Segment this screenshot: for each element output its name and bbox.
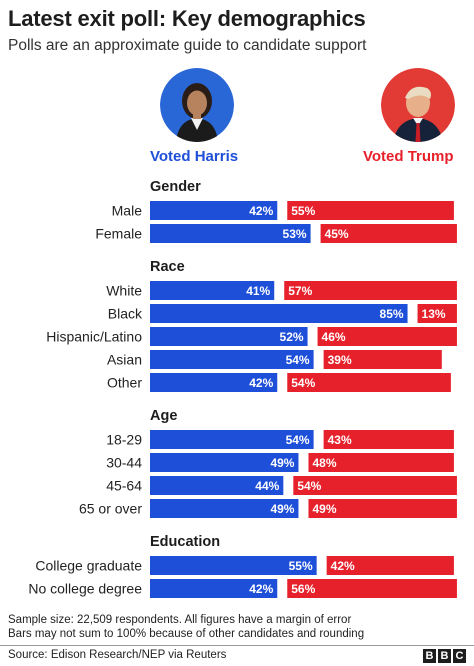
harris-value-label: 42% [249,582,273,596]
trump-portrait [381,68,455,142]
trump-bar [308,453,454,472]
harris-value-label: 49% [270,502,294,516]
group-heading: Gender [150,179,201,195]
group-heading: Age [150,408,177,424]
harris-bar [150,281,275,300]
footer-divider [0,645,474,646]
row-label: Hispanic/Latino [46,329,142,345]
trump-bar [323,350,442,369]
harris-value-label: 53% [283,227,307,241]
trump-bar [308,499,457,518]
trump-bar [293,476,457,495]
harris-bar [150,453,299,472]
harris-value-label: 54% [286,353,310,367]
group-heading: Education [150,534,220,550]
row-label: 30-44 [106,455,142,471]
trump-legend-label: Voted Trump [363,148,454,165]
trump-bar [326,556,454,575]
harris-value-label: 52% [280,330,304,344]
harris-value-label: 41% [246,284,270,298]
row-label: 45-64 [106,478,142,494]
harris-value-label: 54% [286,433,310,447]
harris-value-label: 42% [249,376,273,390]
row-label: College graduate [35,558,142,574]
harris-bar [150,304,408,323]
trump-bar [417,304,457,323]
trump-value-label: 46% [322,330,346,344]
trump-value-label: 54% [291,376,315,390]
harris-value-label: 44% [255,479,279,493]
trump-bar [284,281,457,300]
trump-bar [287,579,457,598]
row-label: No college degree [28,581,142,597]
trump-value-label: 57% [288,284,312,298]
footer-note-rounding: Bars may not sum to 100% because of othe… [8,628,365,640]
row-label: White [106,283,142,299]
trump-value-label: 42% [331,559,355,573]
harris-portrait [160,68,234,142]
row-label: 18-29 [106,432,142,448]
trump-value-label: 39% [328,353,352,367]
trump-bar [287,373,451,392]
group-heading: Race [150,259,185,275]
harris-bar [150,224,311,243]
trump-bar [317,327,457,346]
row-label: Female [95,226,142,242]
trump-bar [320,224,457,243]
harris-bar [150,499,299,518]
harris-bar [150,327,308,346]
harris-value-label: 42% [249,204,273,218]
chart-title: Latest exit poll: Key demographics [8,6,366,31]
trump-value-label: 45% [325,227,349,241]
bbc-logo: B B C [423,649,466,663]
trump-value-label: 43% [328,433,352,447]
harris-bar [150,430,314,449]
trump-value-label: 56% [291,582,315,596]
harris-bar [150,476,284,495]
trump-value-label: 13% [422,307,446,321]
harris-bar [150,201,278,220]
row-label: Other [107,375,142,391]
harris-value-label: 49% [270,456,294,470]
trump-value-label: 48% [312,456,336,470]
chart-subtitle: Polls are an approximate guide to candid… [8,37,367,54]
harris-bar [150,373,278,392]
trump-value-label: 55% [291,204,315,218]
trump-bar [287,201,454,220]
bbc-logo-letter: B [438,649,451,663]
footer-note-sample: Sample size: 22,509 respondents. All fig… [8,614,352,626]
harris-bar [150,556,317,575]
bbc-logo-letter: C [453,649,466,663]
bbc-logo-letter: B [423,649,436,663]
trump-value-label: 54% [297,479,321,493]
row-label: Asian [107,352,142,368]
harris-value-label: 55% [289,559,313,573]
harris-bar [150,579,278,598]
harris-value-label: 85% [380,307,404,321]
row-label: Black [108,306,143,322]
diverging-bar-chart: Gender Male 42% 55% Female 53% 45% Race White 41%… [28,179,457,598]
row-label: 65 or over [79,501,142,517]
source-line: Source: Edison Research/NEP via Reuters [8,649,227,661]
trump-value-label: 49% [312,502,336,516]
harris-legend-label: Voted Harris [150,148,239,165]
row-label: Male [112,203,143,219]
trump-bar [323,430,454,449]
harris-bar [150,350,314,369]
